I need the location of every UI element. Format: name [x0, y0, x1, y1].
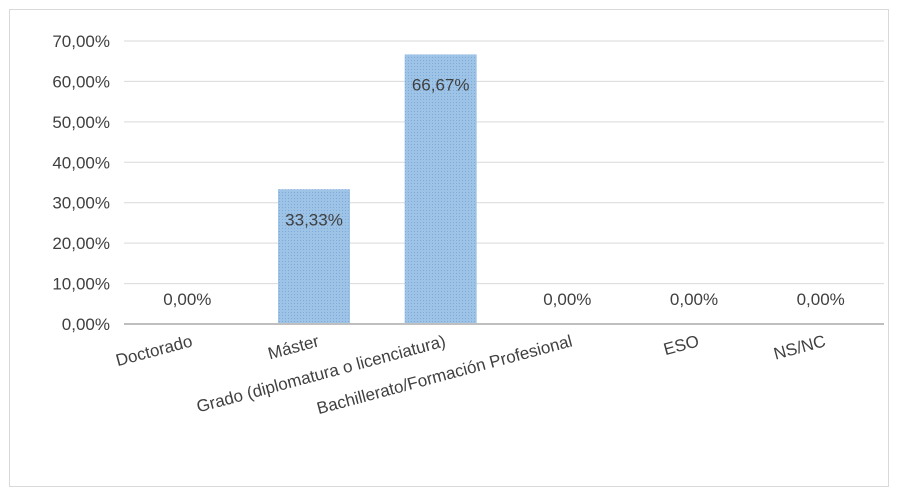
bar: [404, 54, 477, 325]
y-axis-tick-labels: 0,00% 10,00% 20,00% 30,00% 40,00% 50,00% 60,00…: [52, 32, 110, 334]
x-tick-label: Doctorado: [114, 332, 195, 371]
data-label: 33,33%: [285, 210, 343, 229]
y-tick-label: 10,00%: [52, 275, 110, 294]
gridlines: [124, 40, 884, 285]
x-tick-label: Máster: [266, 331, 321, 363]
y-tick-label: 50,00%: [52, 113, 110, 132]
data-label: 0,00%: [797, 290, 845, 309]
x-tick-label: NS/NC: [772, 332, 828, 364]
data-label: 0,00%: [543, 290, 591, 309]
data-label: 0,00%: [670, 290, 718, 309]
y-tick-label: 30,00%: [52, 194, 110, 213]
y-tick-label: 60,00%: [52, 72, 110, 91]
y-tick-label: 0,00%: [62, 315, 110, 334]
y-tick-label: 40,00%: [52, 153, 110, 172]
data-label: 66,67%: [412, 75, 470, 94]
bar: [278, 189, 350, 324]
y-tick-label: 20,00%: [52, 234, 110, 253]
data-label: 0,00%: [163, 290, 211, 309]
bars: [278, 54, 477, 325]
data-labels: 0,00% 33,33% 66,67% 0,00% 0,00% 0,00%: [163, 75, 845, 309]
x-tick-label: ESO: [661, 332, 701, 360]
y-tick-label: 70,00%: [52, 32, 110, 51]
